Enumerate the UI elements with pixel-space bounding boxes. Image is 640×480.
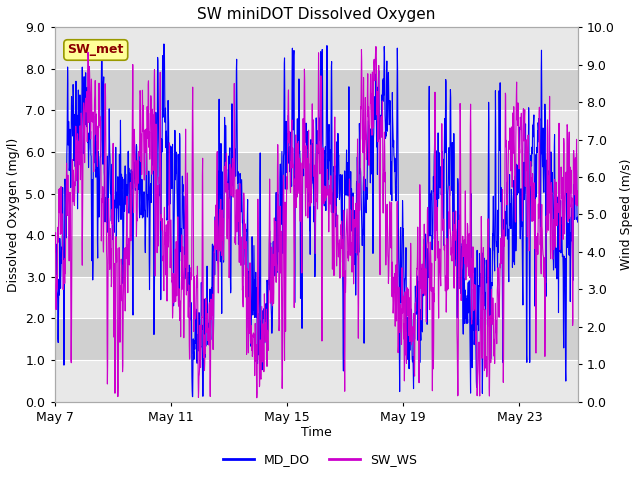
MD_DO	[160, 41, 168, 47]
Text: SW_met: SW_met	[68, 44, 124, 57]
Legend: MD_DO, SW_WS: MD_DO, SW_WS	[218, 448, 422, 471]
SW_WS	[51, 235, 58, 240]
SW_WS	[463, 264, 471, 270]
Bar	[54, 152, 577, 193]
SW_WS	[77, 110, 85, 116]
SW_WS	[253, 395, 260, 401]
Bar	[54, 318, 577, 360]
Title: SW miniDOT Dissolved Oxygen: SW miniDOT Dissolved Oxygen	[197, 7, 435, 22]
X-axis label: Time: Time	[301, 426, 332, 440]
Y-axis label: Dissolved Oxygen (mg/l): Dissolved Oxygen (mg/l)	[7, 137, 20, 291]
MD_DO	[305, 206, 313, 212]
SW_WS	[559, 237, 567, 242]
SW_WS	[305, 189, 313, 194]
Line: SW_WS: SW_WS	[54, 47, 577, 398]
SW_WS	[573, 188, 581, 194]
SW_WS	[559, 223, 566, 228]
MD_DO	[189, 394, 196, 399]
Y-axis label: Wind Speed (m/s): Wind Speed (m/s)	[620, 159, 633, 270]
MD_DO	[463, 321, 471, 326]
MD_DO	[559, 252, 566, 257]
SW_WS	[291, 181, 299, 187]
Line: MD_DO: MD_DO	[54, 44, 577, 396]
SW_WS	[372, 44, 380, 49]
Bar	[54, 69, 577, 110]
Bar	[54, 235, 577, 277]
MD_DO	[51, 280, 58, 286]
MD_DO	[77, 124, 85, 130]
MD_DO	[292, 173, 300, 179]
MD_DO	[573, 219, 581, 225]
MD_DO	[559, 253, 567, 259]
